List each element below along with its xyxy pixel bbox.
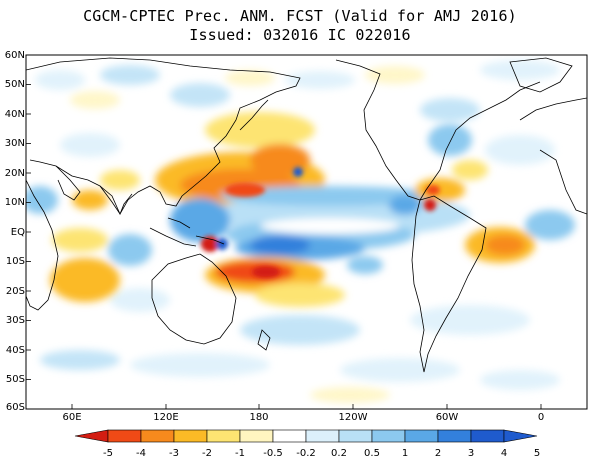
coastline-new-zealand <box>257 329 271 351</box>
colorbar-seg-3 <box>173 429 208 443</box>
colorbar-seg-9 <box>371 429 406 443</box>
coastline-australia <box>151 253 237 345</box>
colorbar-label: 3 <box>467 448 475 459</box>
colorbar-label: -1 <box>235 448 245 459</box>
lat-label-20s: 20S <box>5 286 25 297</box>
colorbar-seg-1 <box>107 429 142 443</box>
lat-label-40s: 40S <box>5 345 25 356</box>
colorbar-seg-6 <box>272 429 307 443</box>
anomaly-field <box>26 60 575 403</box>
colorbar-label: -3 <box>169 448 179 459</box>
lat-label-eq: EQ <box>10 227 25 238</box>
colorbar-seg-13 <box>503 429 538 443</box>
colorbar-label: -2 <box>202 448 212 459</box>
colorbar-label: 0.2 <box>331 448 347 459</box>
coastline-indonesia <box>149 217 225 247</box>
lat-label-50s: 50S <box>5 374 25 385</box>
lat-label-10n: 10N <box>4 197 25 208</box>
lat-label-60n: 60N <box>4 50 25 61</box>
coastline-arabia <box>55 165 81 201</box>
lat-label-30n: 30N <box>4 138 25 149</box>
lat-label-50n: 50N <box>4 79 25 90</box>
colorbar-label: 5 <box>533 448 541 459</box>
coastlines <box>26 57 587 373</box>
lon-label-120w: 120W <box>338 412 368 423</box>
lon-label-0: 0 <box>537 412 545 423</box>
colorbar-label: 1 <box>401 448 409 459</box>
colorbar-label: -0.2 <box>296 448 316 459</box>
lat-label-10s: 10S <box>5 256 25 267</box>
lon-label-60w: 60W <box>435 412 459 423</box>
colorbar-seg-8 <box>338 429 373 443</box>
lat-label-30s: 30S <box>5 315 25 326</box>
lon-label-180: 180 <box>249 412 269 423</box>
colorbar <box>74 429 538 443</box>
colorbar-seg-0 <box>74 429 109 443</box>
coastline-south-america <box>411 195 487 373</box>
coastline-india <box>99 185 133 216</box>
colorbar-seg-5 <box>239 429 274 443</box>
colorbar-label: -4 <box>136 448 146 459</box>
lon-label-120e: 120E <box>153 412 179 423</box>
colorbar-label: 0.5 <box>364 448 380 459</box>
lon-label-60e: 60E <box>62 412 82 423</box>
axis-ticks <box>26 54 542 410</box>
colorbar-seg-11 <box>437 429 472 443</box>
coastline-japan <box>239 99 269 131</box>
colorbar-seg-10 <box>404 429 439 443</box>
colorbar-seg-2 <box>140 429 175 443</box>
coastline-africa <box>26 179 59 311</box>
colorbar-label: 2 <box>434 448 442 459</box>
colorbar-label: 4 <box>500 448 508 459</box>
lat-label-60s: 60S <box>5 402 25 413</box>
coastline-eurasia <box>26 57 301 215</box>
map-title: CGCM-CPTEC Prec. ANM. FCST (Valid for AM… <box>83 7 517 25</box>
coastline-greenland <box>509 57 573 93</box>
colorbar-seg-4 <box>206 429 241 443</box>
coastline-north-america <box>335 59 541 201</box>
lat-label-40n: 40N <box>4 109 25 120</box>
coastline-west-africa <box>539 149 587 215</box>
colorbar-label: -5 <box>103 448 113 459</box>
coastline-europe <box>519 97 587 121</box>
colorbar-seg-12 <box>470 429 505 443</box>
issued-subtitle: Issued: 032016 IC 022016 <box>189 26 411 44</box>
colorbar-seg-7 <box>305 429 340 443</box>
lat-label-20n: 20N <box>4 168 25 179</box>
colorbar-label: -0.5 <box>263 448 283 459</box>
